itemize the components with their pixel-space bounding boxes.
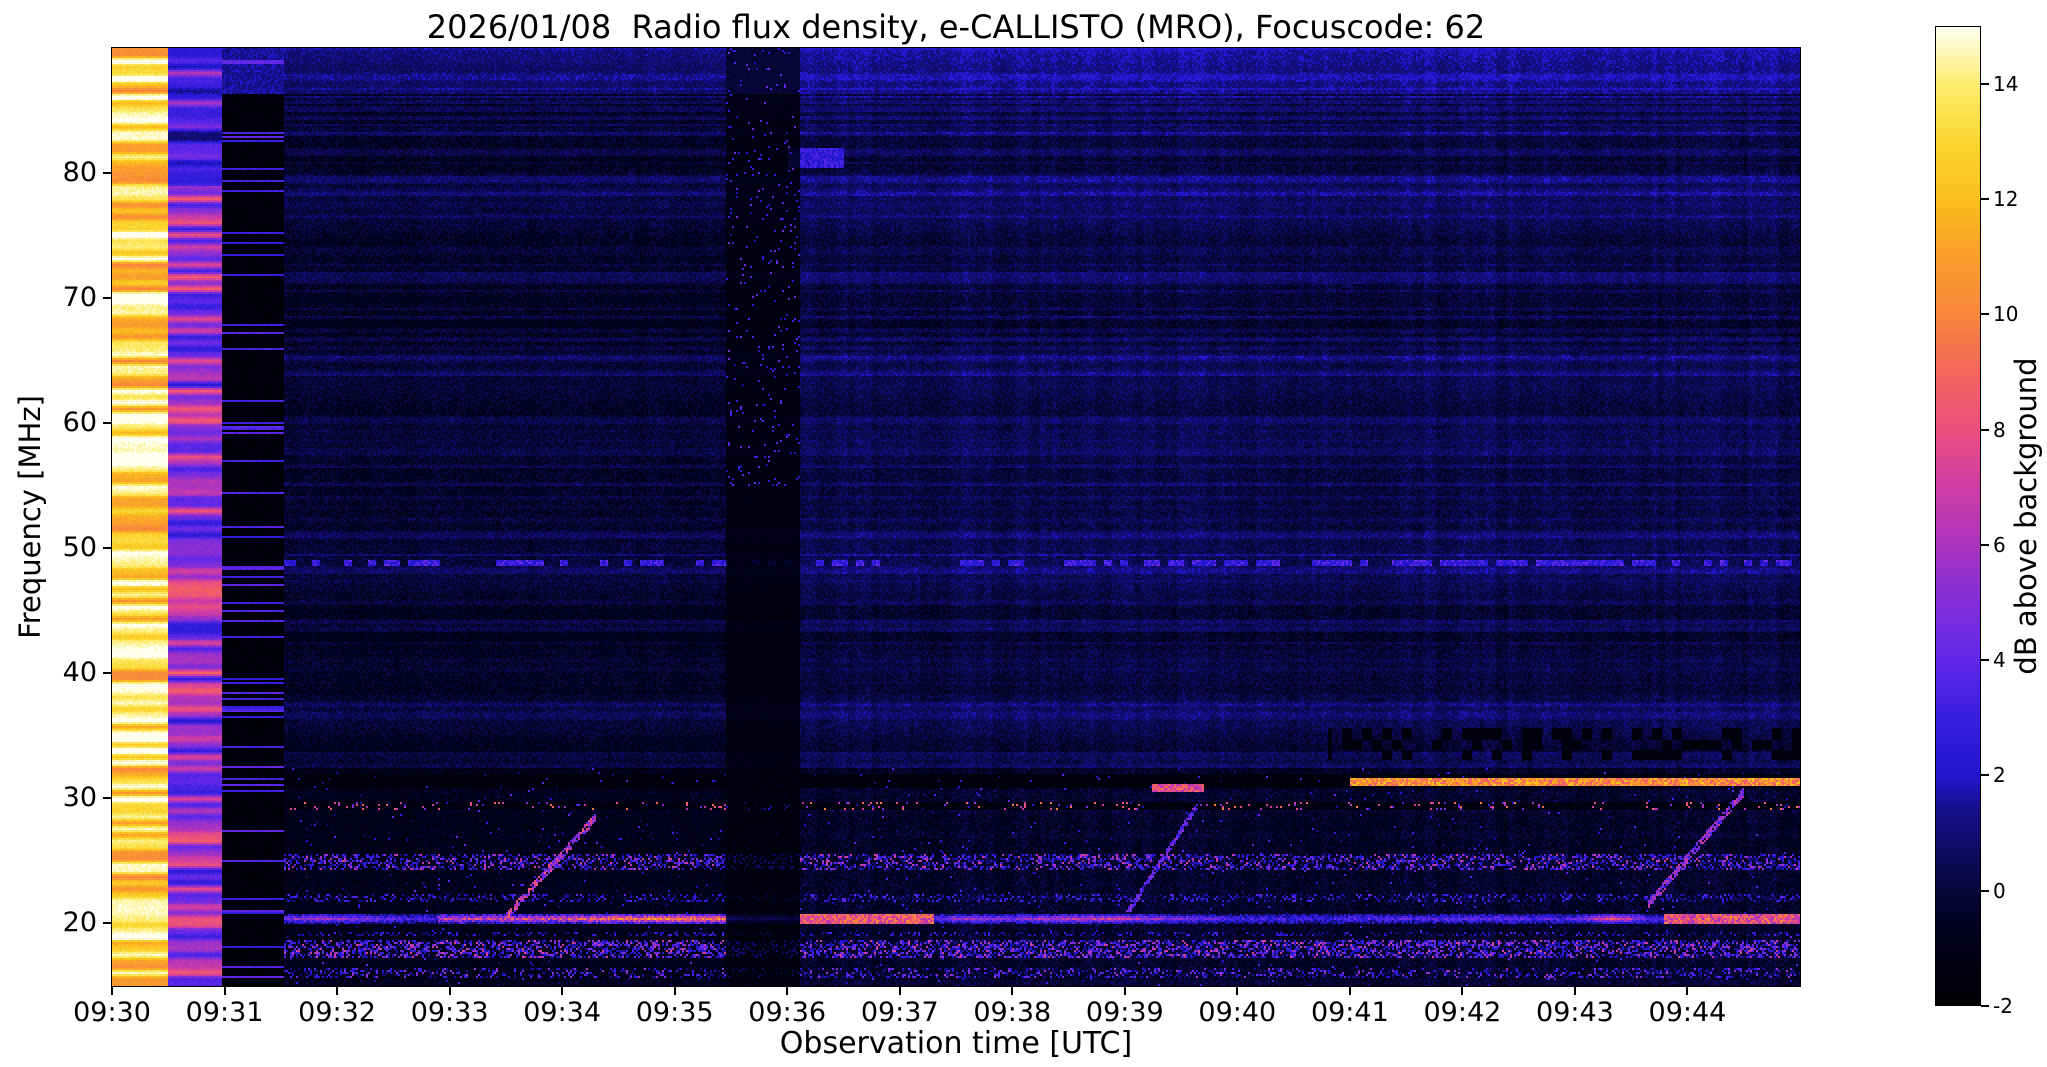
colorbar-tick-label: 8 (1993, 417, 2006, 442)
x-tick-label: 09:35 (635, 997, 714, 1028)
colorbar (1935, 26, 1981, 1006)
x-tick-label: 09:39 (1085, 997, 1164, 1028)
y-tick-label: 20 (62, 907, 97, 939)
y-tick-label: 50 (62, 532, 97, 564)
colorbar-tick-label: 6 (1993, 532, 2006, 557)
colorbar-tick-label: 10 (1993, 302, 2019, 327)
x-tick-label: 09:36 (748, 997, 827, 1028)
x-tick-mark (336, 986, 339, 995)
colorbar-tick-label: 12 (1993, 186, 2019, 211)
x-tick-mark (223, 986, 226, 995)
x-tick-mark (898, 986, 901, 995)
x-tick-label: 09:32 (298, 997, 376, 1028)
colorbar-tick-mark (1981, 774, 1989, 777)
y-tick-label: 80 (62, 157, 97, 189)
y-tick-mark (103, 547, 112, 550)
colorbar-tick-label: 0 (1993, 878, 2006, 903)
x-tick-mark (1573, 986, 1576, 995)
y-tick-mark (103, 672, 112, 675)
x-tick-label: 09:42 (1423, 997, 1502, 1028)
colorbar-gradient-canvas (1936, 27, 1980, 1005)
x-tick-mark (1236, 986, 1239, 995)
x-tick-label: 09:37 (860, 997, 939, 1028)
spectrogram-plot-area (111, 47, 1801, 987)
colorbar-tick-mark (1981, 313, 1989, 316)
colorbar-tick-mark (1981, 428, 1989, 431)
y-tick-mark (103, 172, 112, 175)
x-tick-label: 09:40 (1198, 997, 1277, 1028)
x-tick-label: 09:30 (73, 997, 151, 1028)
colorbar-label: dB above background (2009, 357, 2043, 675)
x-tick-mark (1123, 986, 1126, 995)
x-tick-label: 09:31 (185, 997, 264, 1028)
y-tick-mark (103, 422, 112, 425)
y-tick-mark (103, 797, 112, 800)
y-tick-label: 60 (62, 407, 97, 439)
x-tick-mark (1011, 986, 1014, 995)
y-tick-label: 30 (62, 782, 97, 814)
x-tick-mark (1348, 986, 1351, 995)
colorbar-tick-label: 14 (1993, 71, 2019, 96)
x-axis-label: Observation time [UTC] (779, 1026, 1133, 1061)
x-tick-mark (786, 986, 789, 995)
x-tick-mark (1461, 986, 1464, 995)
x-tick-label: 09:41 (1310, 997, 1389, 1028)
x-tick-label: 09:43 (1536, 997, 1614, 1028)
x-tick-mark (673, 986, 676, 995)
x-tick-mark (561, 986, 564, 995)
x-tick-mark (111, 986, 113, 995)
colorbar-tick-mark (1981, 543, 1989, 546)
colorbar-tick-mark (1981, 659, 1989, 662)
x-tick-mark (1686, 986, 1689, 995)
x-tick-label: 09:34 (523, 997, 602, 1028)
colorbar-tick-label: -2 (1993, 994, 2013, 1018)
x-tick-mark (448, 986, 451, 995)
x-tick-label: 09:33 (410, 997, 489, 1028)
colorbar-tick-mark (1981, 82, 1989, 85)
x-tick-label: 09:38 (973, 997, 1052, 1028)
y-tick-label: 70 (62, 282, 97, 314)
colorbar-tick-label: 2 (1993, 763, 2006, 788)
chart-title: 2026/01/08 Radio flux density, e-CALLIST… (426, 8, 1486, 46)
colorbar-tick-mark (1981, 197, 1989, 200)
colorbar-tick-mark (1981, 889, 1989, 892)
y-tick-mark (103, 297, 112, 300)
colorbar-tick-label: 4 (1993, 648, 2006, 673)
colorbar-tick-mark (1981, 1005, 1989, 1007)
spectrogram-heatmap-canvas (112, 48, 1800, 986)
y-tick-label: 40 (62, 657, 97, 689)
x-tick-label: 09:44 (1648, 997, 1727, 1028)
y-tick-mark (103, 922, 112, 925)
